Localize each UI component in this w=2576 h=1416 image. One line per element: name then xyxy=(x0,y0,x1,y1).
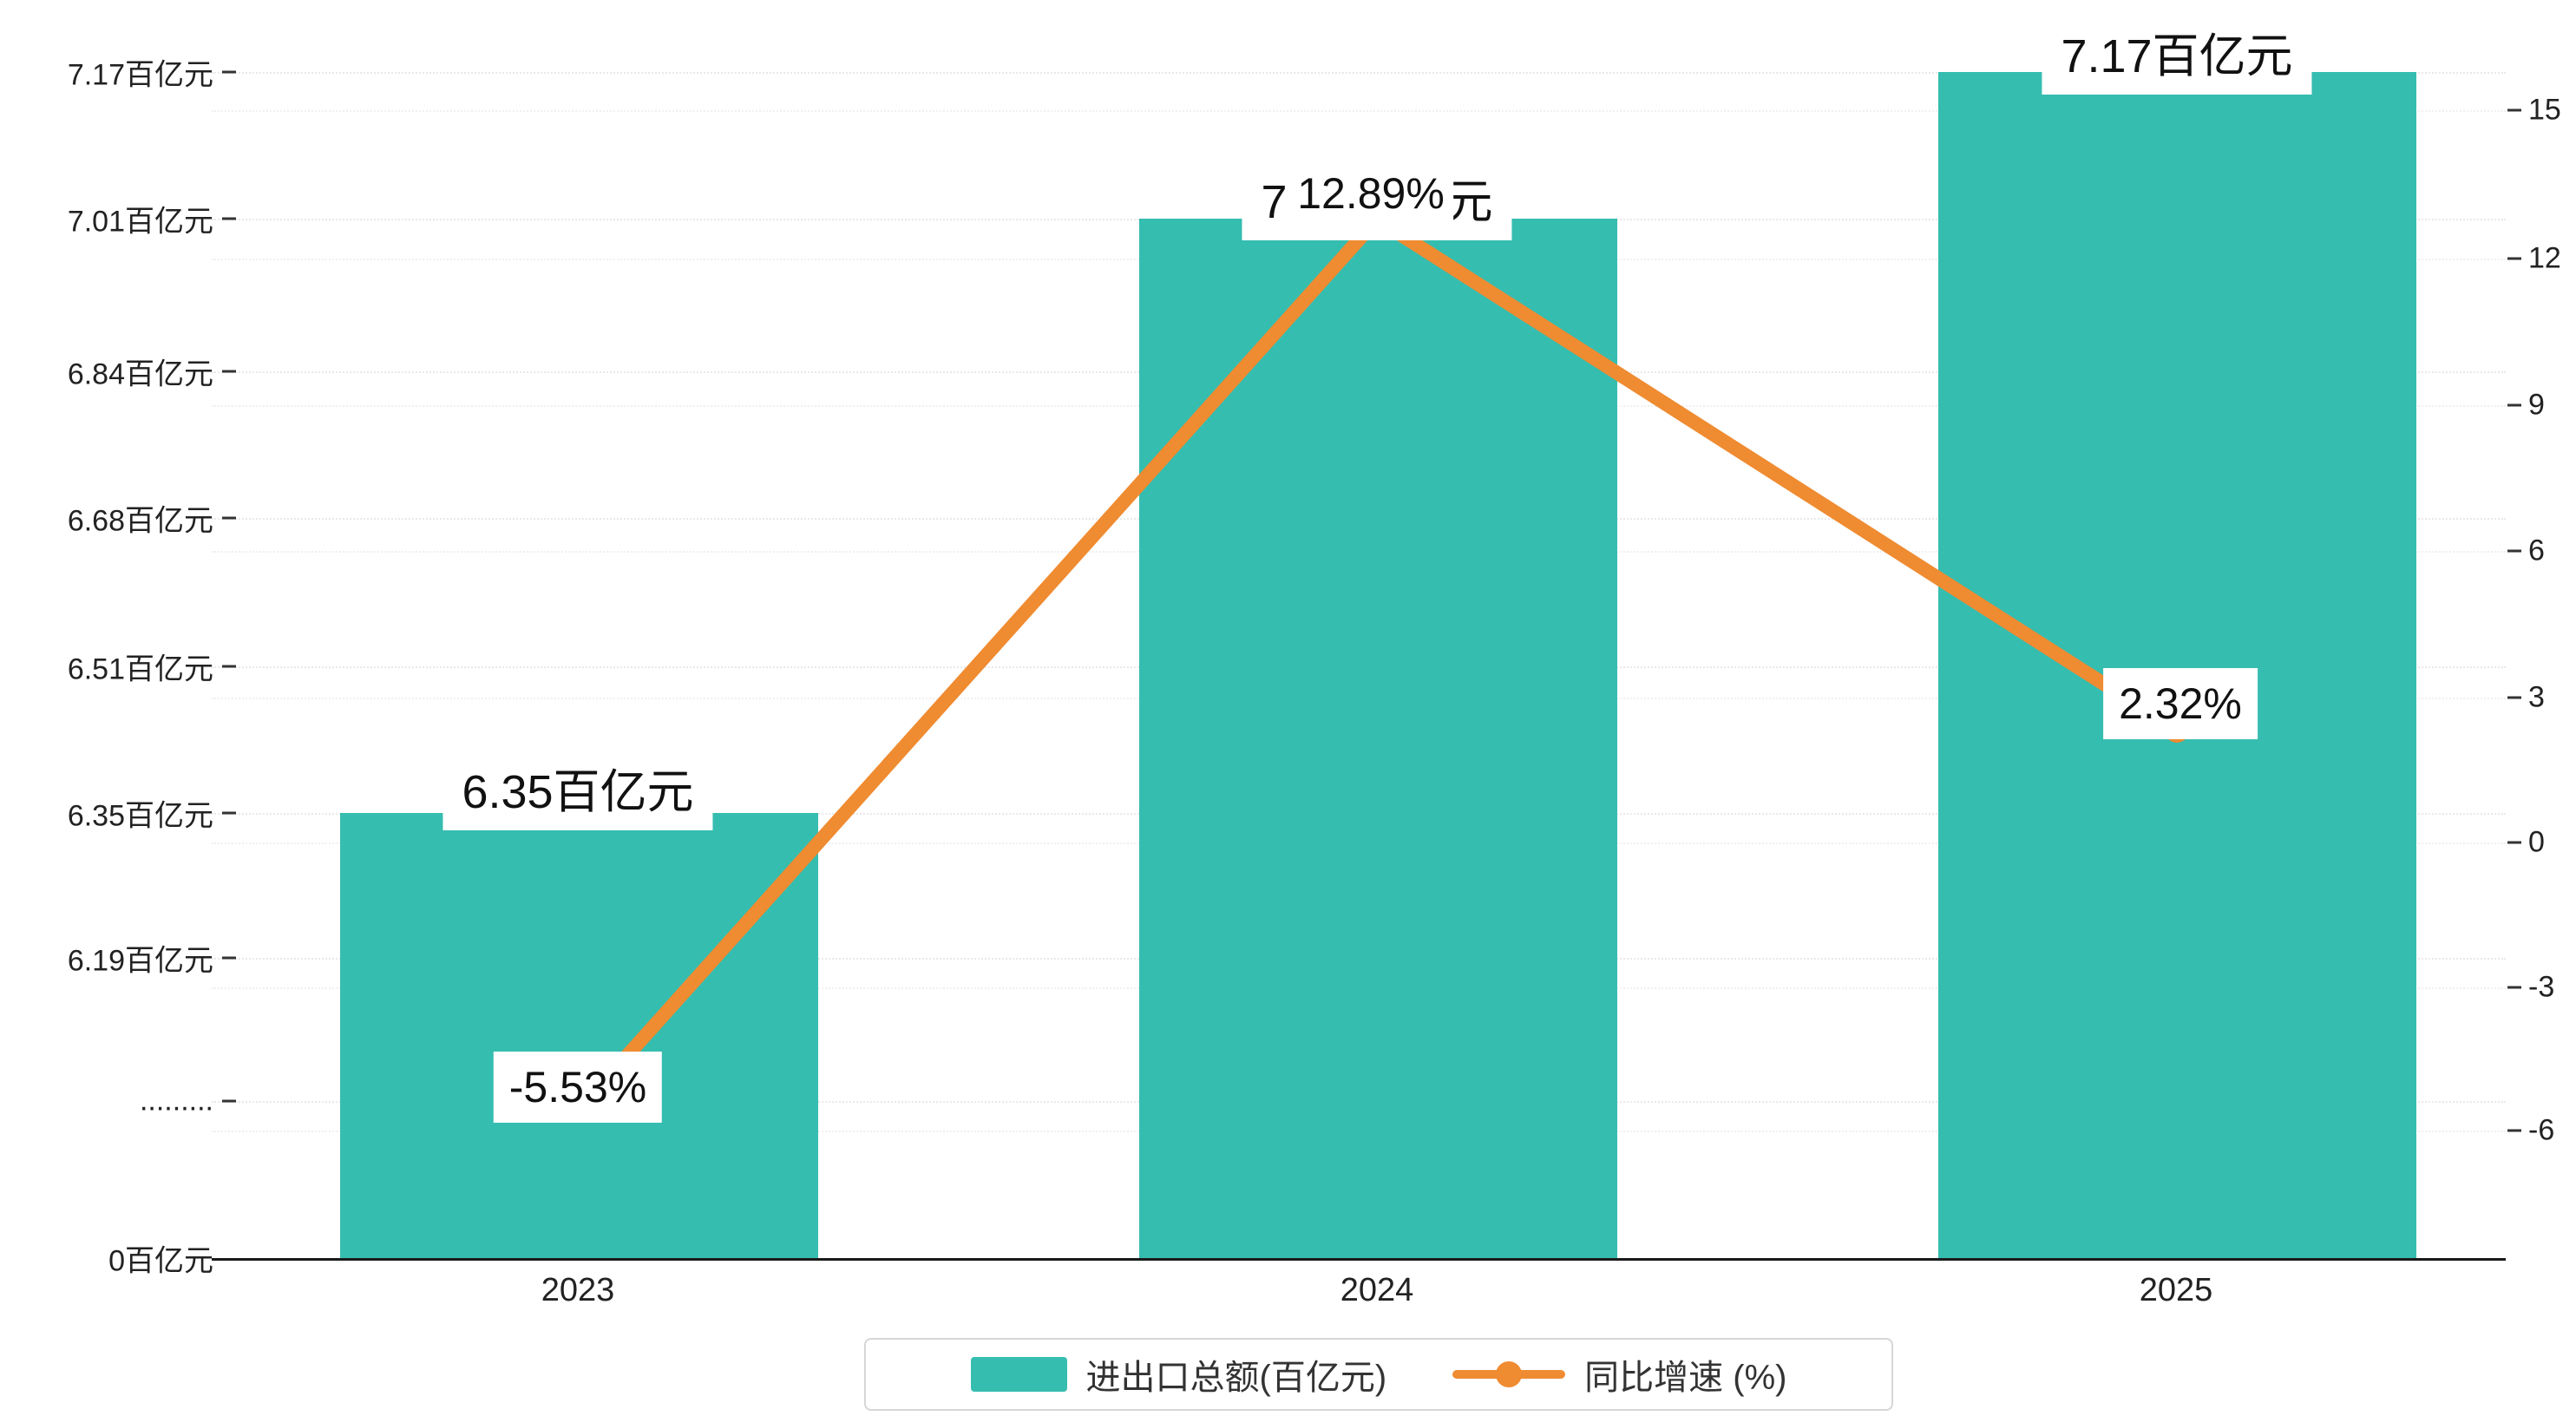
right-axis-tick-label: -3 xyxy=(2528,970,2555,1004)
tick-mark xyxy=(222,811,236,815)
tick-mark xyxy=(2507,403,2521,407)
line-series-label: 同比增速 (%) xyxy=(1584,1359,1787,1397)
bar-2024 xyxy=(1139,219,1617,1258)
bar-label-2023: 6.35百亿元 xyxy=(442,744,713,830)
left-axis-tick-label: 6.51百亿元 xyxy=(67,652,213,686)
x-axis-label-2025: 2025 xyxy=(2139,1272,2213,1308)
tick-mark xyxy=(2507,696,2521,699)
line-label-2025: 2.32% xyxy=(2103,668,2258,739)
right-axis-tick-label: 0 xyxy=(2528,825,2545,859)
left-axis-tick-label: ......... xyxy=(139,1084,213,1118)
tick-mark xyxy=(2507,1129,2521,1132)
tick-mark xyxy=(222,1099,236,1103)
left-axis-tick-label: 7.17百亿元 xyxy=(67,58,213,92)
right-axis-tick-label: 15 xyxy=(2528,93,2561,127)
x-axis-label-2024: 2024 xyxy=(1340,1272,1414,1308)
left-axis-tick-label: 6.84百亿元 xyxy=(67,357,213,391)
bar-series-swatch-icon xyxy=(970,1357,1067,1392)
left-axis-tick-label: 7.01百亿元 xyxy=(67,205,213,239)
tick-mark xyxy=(222,217,236,220)
legend-item-line-series[interactable]: 同比增速 (%) xyxy=(1452,1349,1786,1400)
line-label-2023: -5.53% xyxy=(493,1052,663,1123)
tick-mark xyxy=(2507,549,2521,553)
right-axis-tick-label: 9 xyxy=(2528,388,2545,422)
bar-2023 xyxy=(340,813,818,1258)
legend: 进出口总额(百亿元) 同比增速 (%) xyxy=(864,1338,1893,1411)
gridline xyxy=(212,72,2506,74)
line-marker-dot xyxy=(1496,1361,1523,1387)
tick-mark xyxy=(222,70,236,74)
right-axis-tick-label: -6 xyxy=(2528,1113,2555,1147)
bar-series-label: 进出口总额(百亿元) xyxy=(1085,1359,1387,1397)
x-axis-label-2023: 2023 xyxy=(541,1272,615,1308)
tick-mark xyxy=(2507,841,2521,844)
tick-mark xyxy=(2507,986,2521,989)
bar-label-2025: 7.17百亿元 xyxy=(2042,9,2312,95)
tick-mark xyxy=(222,370,236,373)
x-axis-line xyxy=(212,1258,2506,1261)
tick-mark xyxy=(2507,108,2521,112)
gridline xyxy=(212,110,2506,112)
tick-mark xyxy=(222,956,236,960)
left-axis-tick-label: 6.35百亿元 xyxy=(67,799,213,833)
bar-2025 xyxy=(1938,72,2416,1258)
tick-mark xyxy=(222,665,236,668)
line-series-marker-icon xyxy=(1452,1357,1566,1392)
right-axis-tick-label: 3 xyxy=(2528,680,2545,714)
left-axis-tick-label: 6.68百亿元 xyxy=(67,504,213,538)
right-axis-tick-label: 6 xyxy=(2528,534,2545,567)
tick-mark xyxy=(222,516,236,520)
tick-mark xyxy=(2507,257,2521,260)
line-label-2024: 12.89% xyxy=(1288,158,1453,229)
left-axis-tick-label: 6.19百亿元 xyxy=(67,944,213,978)
legend-item-bar-series[interactable]: 进出口总额(百亿元) xyxy=(970,1349,1387,1400)
left-axis-tick-label: 0百亿元 xyxy=(108,1244,213,1278)
right-axis-tick-label: 12 xyxy=(2528,241,2561,275)
